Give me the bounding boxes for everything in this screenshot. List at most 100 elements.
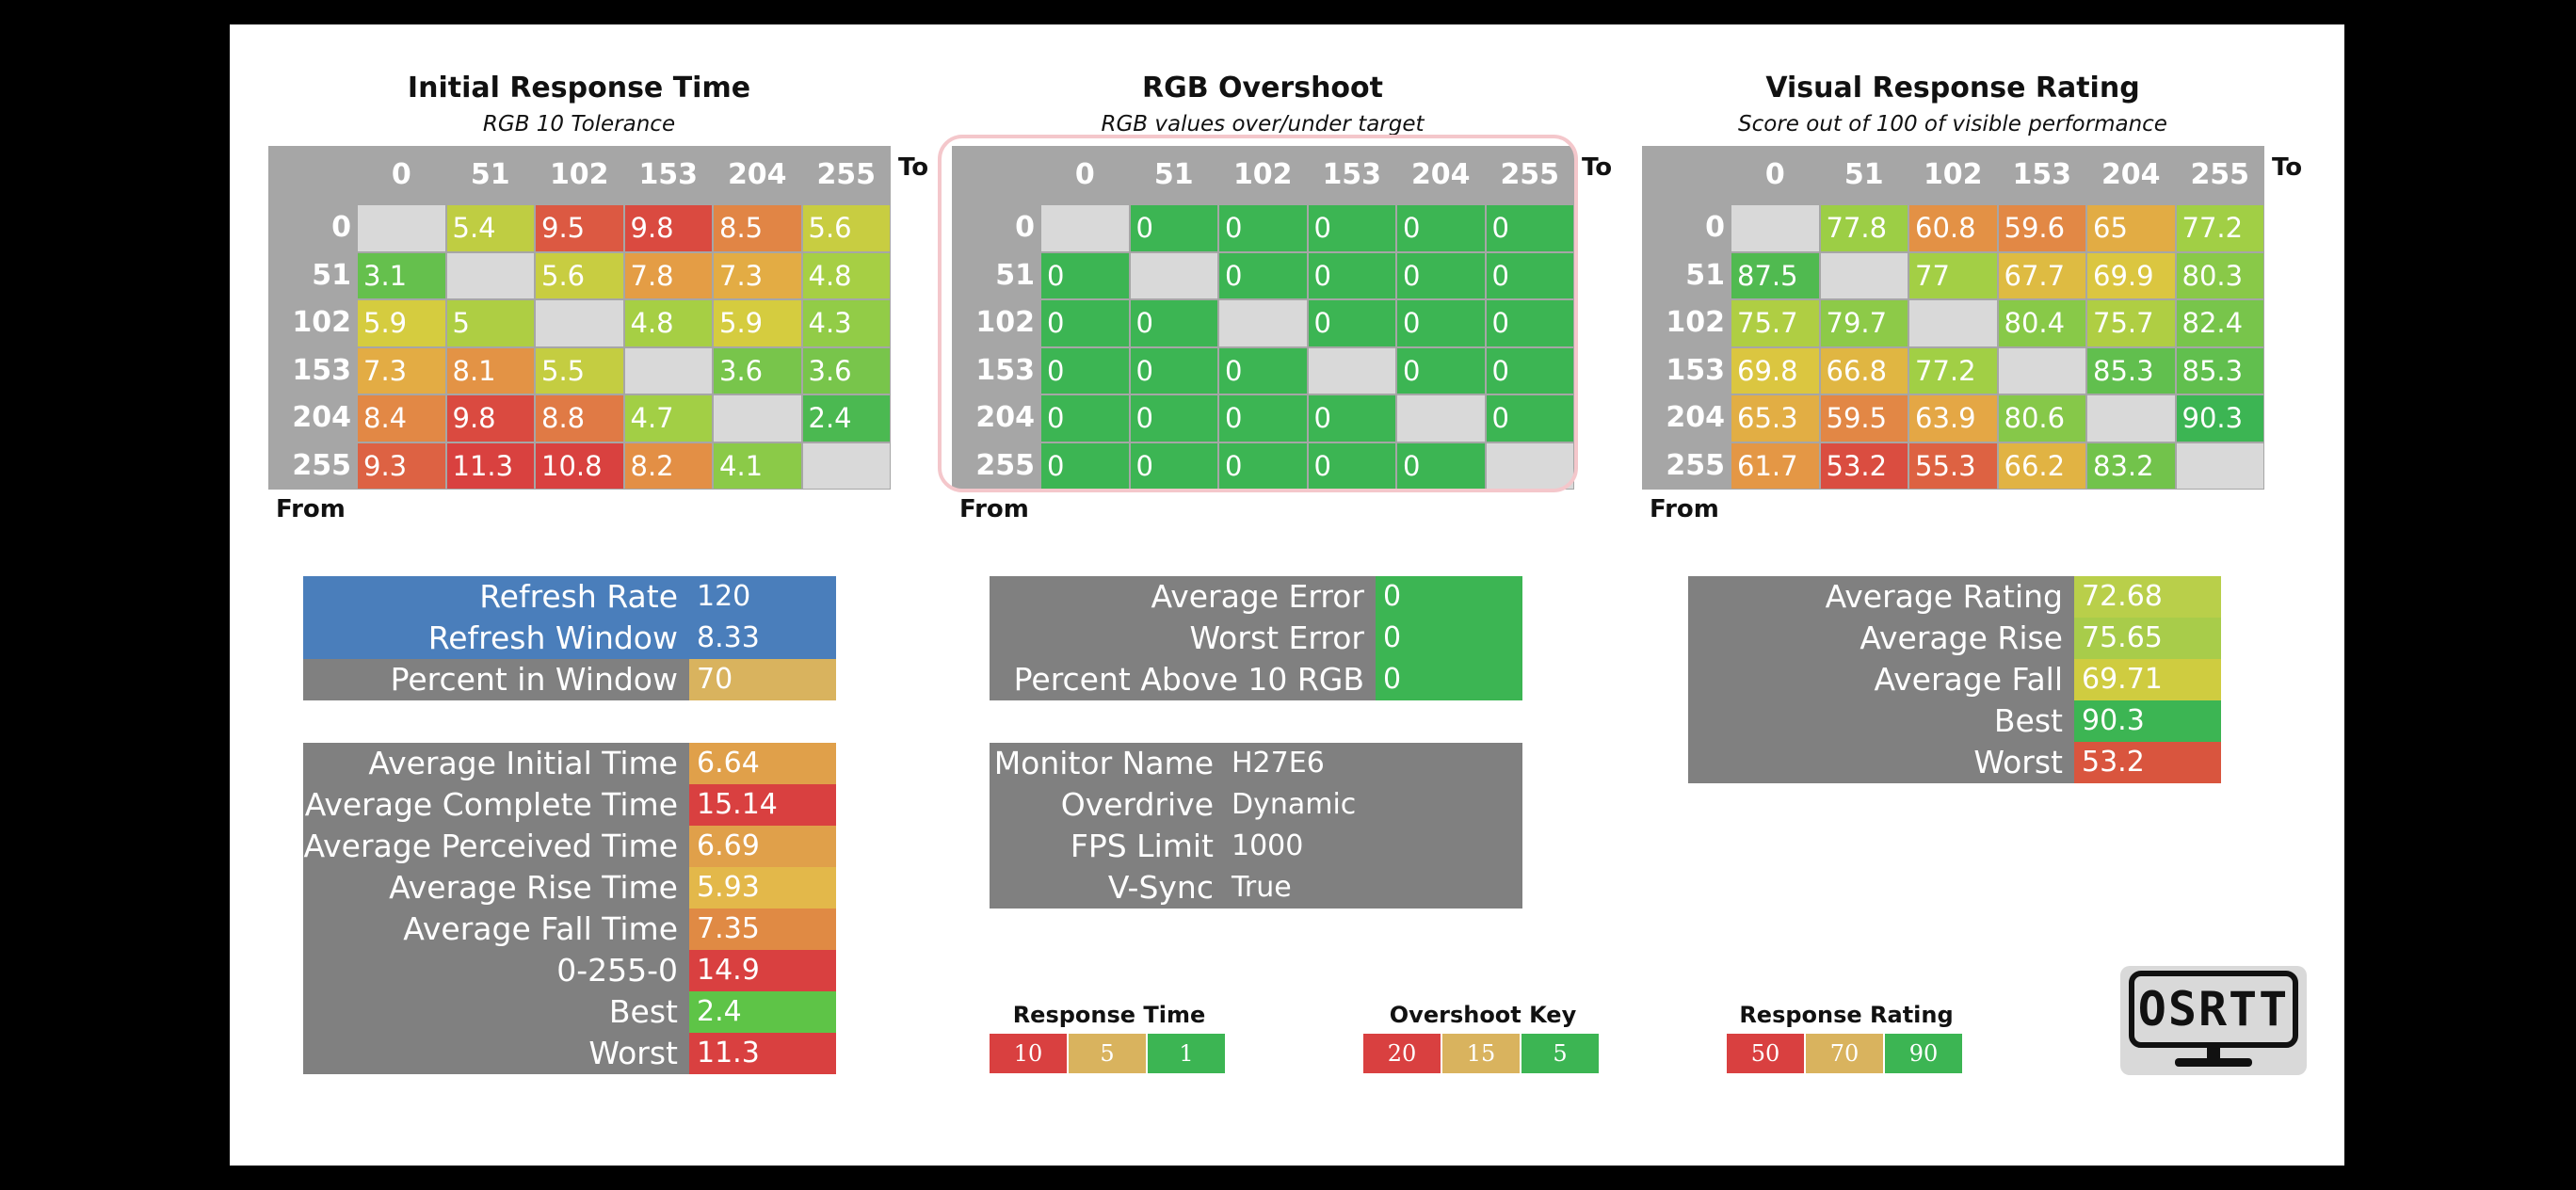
- response-time-cell-empty: [624, 347, 712, 394]
- rating-cell: 59.6: [1998, 205, 2085, 251]
- rating-cell-empty: [1820, 252, 1908, 298]
- overshoot-cell: 0: [1486, 205, 1573, 251]
- overshoot-from-label: From: [959, 495, 1029, 523]
- rating-cell: 75.7: [1731, 300, 1819, 346]
- rating-title: Visual Response Rating: [1765, 72, 2140, 105]
- overshoot-row-header: 51: [995, 258, 1035, 292]
- overshoot-row-header: 0: [1015, 211, 1035, 244]
- response-time-cell: 4.1: [714, 442, 801, 489]
- overshoot-cell: 0: [1397, 300, 1485, 346]
- legend-swatch: 15: [1442, 1034, 1520, 1073]
- rating-stats-value: 90.3: [2074, 700, 2221, 742]
- monitor-info-value: 1000: [1232, 829, 1304, 862]
- rating-row-header: 153: [1666, 353, 1725, 387]
- overshoot-cell: 0: [1041, 395, 1129, 442]
- rating-cell: 79.7: [1820, 300, 1908, 346]
- monitor-info-label: Monitor Name: [993, 745, 1214, 781]
- overshoot-cell: 0: [1486, 347, 1573, 394]
- refresh-stats-value: 120: [689, 576, 836, 618]
- response-time-col-header: 153: [638, 158, 699, 191]
- overshoot-row-header: 153: [975, 353, 1035, 387]
- response-time-cell: 5.9: [714, 300, 801, 346]
- rating-row-header: 51: [1685, 258, 1725, 292]
- rating-stats-label: Average Rise: [1860, 619, 2063, 656]
- rating-cell: 69.9: [2087, 252, 2175, 298]
- rating-col-header: 204: [2101, 158, 2161, 191]
- rating-stats-label: Average Rating: [1825, 578, 2063, 615]
- response-time-cell: 7.3: [358, 347, 445, 394]
- response-time-col-header: 255: [816, 158, 877, 191]
- rating-cell-empty: [1909, 300, 1997, 346]
- overshoot-title: RGB Overshoot: [1141, 72, 1383, 105]
- response-time-cell: 8.2: [624, 442, 712, 489]
- rating-cell: 77.8: [1820, 205, 1908, 251]
- overshoot-cell: 0: [1041, 442, 1129, 489]
- response-time-cell-empty: [536, 300, 623, 346]
- overshoot-row-header: 255: [975, 448, 1035, 482]
- rating-cell-empty: [2087, 395, 2175, 442]
- overshoot-cell: 0: [1308, 442, 1395, 489]
- overshoot-error-stats-value: 0: [1376, 618, 1522, 659]
- rating-cell: 75.7: [2087, 300, 2175, 346]
- overshoot-cell: 0: [1486, 395, 1573, 442]
- response-time-cell: 4.8: [624, 300, 712, 346]
- overshoot-col-header: 255: [1500, 158, 1560, 191]
- response-time-stats-label: Best: [608, 993, 678, 1030]
- rating-cell: 53.2: [1820, 442, 1908, 489]
- overshoot-cell-empty: [1308, 347, 1395, 394]
- monitor-info-label: FPS Limit: [1070, 828, 1214, 864]
- response-time-stats-label: 0-255-0: [556, 952, 678, 989]
- response-time-cell: 5.6: [802, 205, 890, 251]
- overshoot-cell: 0: [1041, 252, 1129, 298]
- overshoot-cell: 0: [1219, 395, 1307, 442]
- response-time-cell: 8.4: [358, 395, 445, 442]
- overshoot-col-header: 102: [1232, 158, 1293, 191]
- rating-col-header: 51: [1843, 158, 1884, 191]
- refresh-stats-value: 8.33: [689, 618, 836, 659]
- overshoot-error-stats-value: 0: [1376, 659, 1522, 700]
- overshoot-col-header: 153: [1322, 158, 1382, 191]
- rating-from-label: From: [1650, 495, 1719, 523]
- response-time-to-label: To: [898, 153, 929, 182]
- overshoot-cell: 0: [1308, 252, 1395, 298]
- response-time-stats-label: Average Perceived Time: [303, 828, 678, 864]
- response-time-cell-empty: [714, 395, 801, 442]
- rating-row-header: 204: [1666, 401, 1725, 434]
- response-time-cell: 5.9: [358, 300, 445, 346]
- response-time-row-header: 255: [292, 448, 351, 482]
- monitor-info-value: True: [1232, 871, 1292, 904]
- response-time-cell: 11.3: [446, 442, 534, 489]
- overshoot-cell: 0: [1219, 205, 1307, 251]
- response-time-stats-label: Average Fall Time: [403, 910, 678, 947]
- response-time-stats-value: 6.64: [689, 743, 836, 784]
- response-time-cell: 2.4: [802, 395, 890, 442]
- overshoot-highlight: [938, 135, 1578, 492]
- rating-stats-label: Best: [1993, 702, 2063, 739]
- rating-stats-value: 75.65: [2074, 618, 2221, 659]
- overshoot-cell: 0: [1397, 442, 1485, 489]
- response-time-row-header: 153: [292, 353, 351, 387]
- refresh-stats-label: Refresh Rate: [479, 578, 678, 615]
- response-time-stats-value: 7.35: [689, 909, 836, 950]
- legend-swatch: 5: [1521, 1034, 1599, 1073]
- rating-cell: 87.5: [1731, 252, 1819, 298]
- monitor-info-label: V-Sync: [1107, 869, 1214, 906]
- overshoot-cell: 0: [1397, 205, 1485, 251]
- monitor-info-label: Overdrive: [1060, 786, 1214, 823]
- rating-cell: 61.7: [1731, 442, 1819, 489]
- overshoot-cell-empty: [1219, 300, 1307, 346]
- response-time-stats-label: Average Rise Time: [389, 869, 678, 906]
- overshoot-cell: 0: [1219, 442, 1307, 489]
- rating-cell: 80.6: [1998, 395, 2085, 442]
- response-time-cell: 9.8: [624, 205, 712, 251]
- response-time-cell: 9.8: [446, 395, 534, 442]
- legend-swatch: 10: [990, 1034, 1067, 1073]
- response-time-cell: 5: [446, 300, 534, 346]
- rating-cell: 69.8: [1731, 347, 1819, 394]
- rating-cell: 63.9: [1909, 395, 1997, 442]
- overshoot-cell: 0: [1041, 300, 1129, 346]
- response-time-stats-value: 5.93: [689, 867, 836, 909]
- response-time-col-header: 204: [727, 158, 787, 191]
- overshoot-cell: 0: [1130, 395, 1217, 442]
- response-time-cell: 9.5: [536, 205, 623, 251]
